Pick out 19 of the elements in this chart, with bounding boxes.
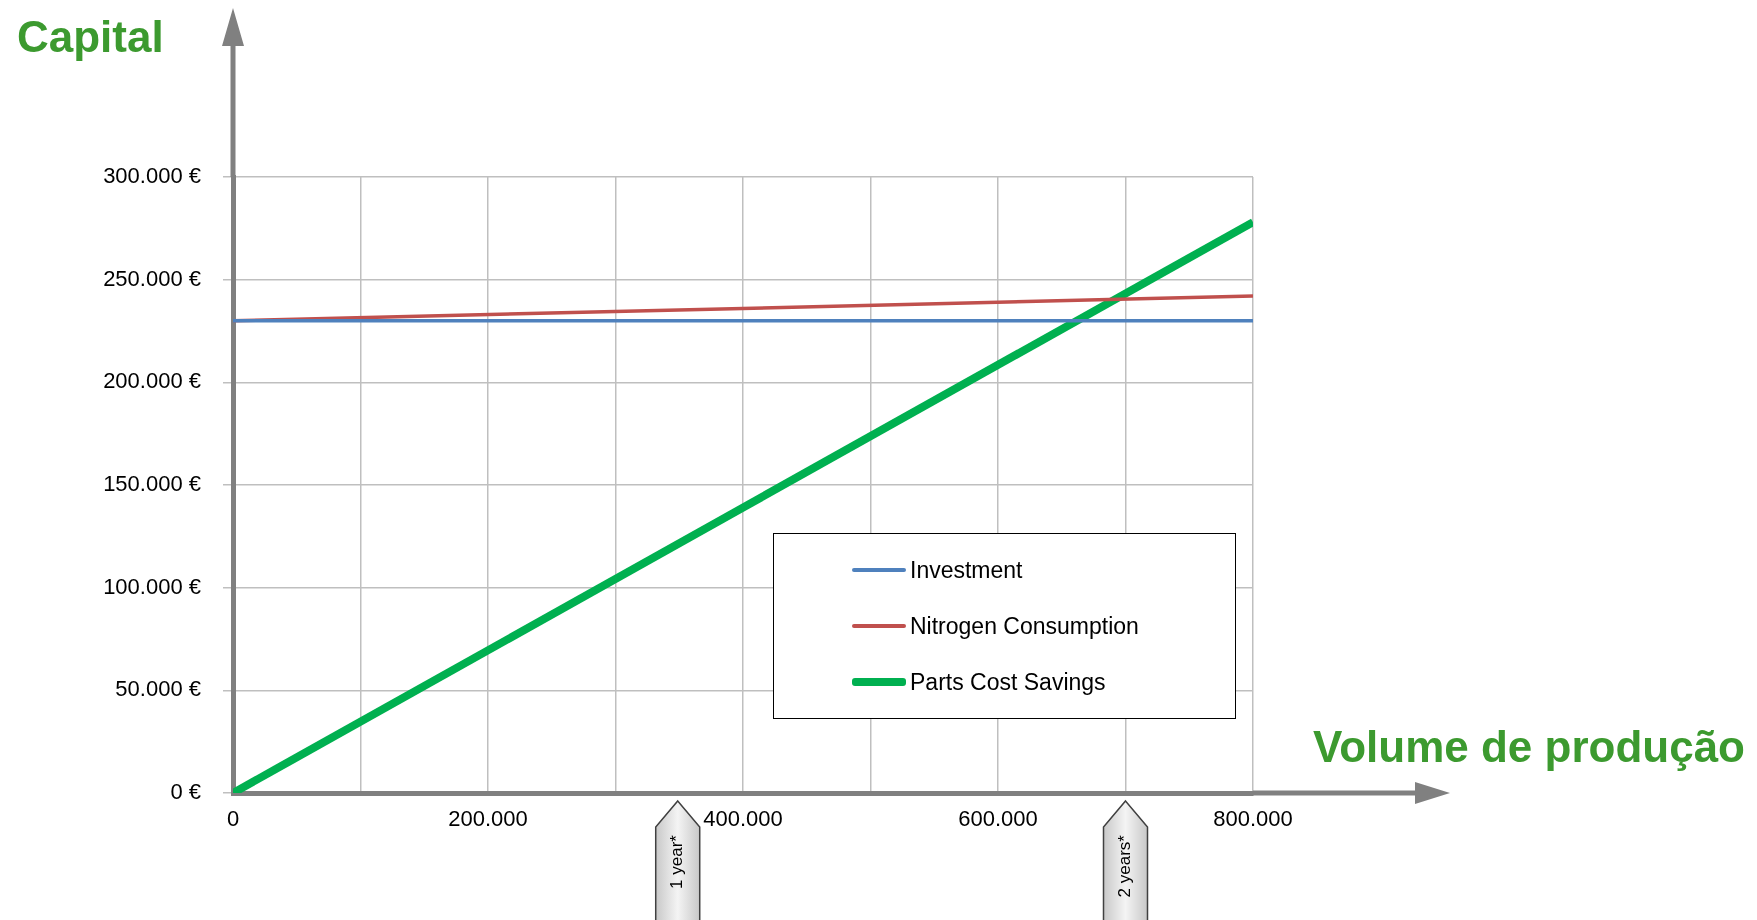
x-axis-title: Volume de produção bbox=[1313, 722, 1745, 772]
x-tick-label: 400.000 bbox=[703, 806, 783, 832]
y-tick-label: 250.000 € bbox=[103, 265, 201, 291]
legend-label: Nitrogen Consumption bbox=[910, 612, 1139, 640]
text: 2 years* bbox=[1115, 834, 1135, 898]
y-tick-label: 100.000 € bbox=[103, 573, 201, 599]
y-tick-label: 0 € bbox=[170, 779, 201, 805]
y-tick-label: 150.000 € bbox=[103, 471, 201, 497]
text: 1 year* bbox=[667, 834, 687, 889]
x-tick-label: 800.000 bbox=[1213, 806, 1293, 832]
y-tick-label: 50.000 € bbox=[115, 676, 201, 702]
y-tick-label: 300.000 € bbox=[103, 163, 201, 189]
x-tick-label: 200.000 bbox=[448, 806, 528, 832]
y-tick-label: 200.000 € bbox=[103, 368, 201, 394]
legend-label: Parts Cost Savings bbox=[910, 668, 1106, 696]
y-axis-title: Capital bbox=[17, 12, 164, 62]
legend-label: Investment bbox=[910, 556, 1023, 584]
x-tick-label: 600.000 bbox=[958, 806, 1038, 832]
x-tick-label: 0 bbox=[226, 806, 240, 832]
